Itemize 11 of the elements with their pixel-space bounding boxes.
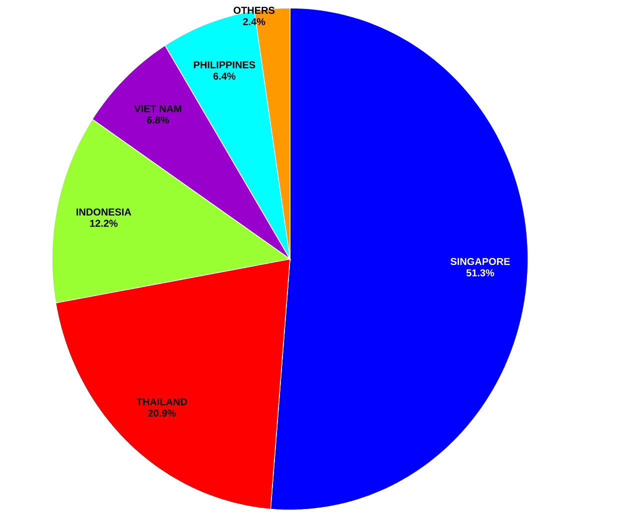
data-label: 6.8%: [146, 116, 170, 124]
slice-label: INDONESIA: [76, 208, 132, 216]
data-label: 6.4%: [213, 72, 236, 80]
slice-label: VIET NAM: [134, 105, 182, 112]
data-label: 51.3%: [466, 269, 494, 276]
slice-label: PHILIPPINES: [194, 61, 256, 68]
data-label: 12.2%: [90, 220, 118, 227]
slice-label: SINGAPORE: [450, 258, 510, 266]
slice-label: THAILAND: [136, 398, 187, 406]
data-label: 20.9%: [148, 410, 176, 417]
slice-label: OTHERS: [234, 6, 275, 14]
